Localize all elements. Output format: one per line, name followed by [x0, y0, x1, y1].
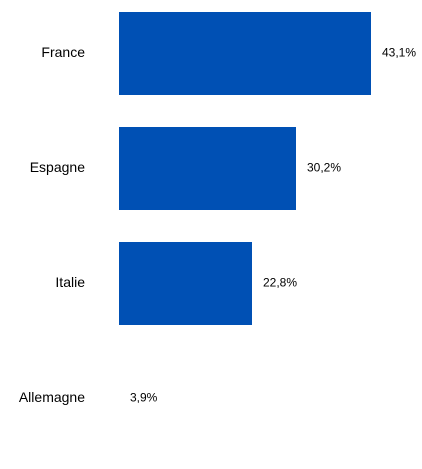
value-label-italie: 22,8% — [263, 276, 297, 290]
value-label-france: 43,1% — [382, 46, 416, 60]
category-label-espagne: Espagne — [30, 159, 85, 175]
category-label-italie: Italie — [55, 274, 85, 290]
category-labels-group: France Espagne Italie Allemagne — [19, 44, 85, 405]
bars-group — [119, 12, 371, 325]
value-label-allemagne: 3,9% — [130, 391, 158, 405]
value-labels-group: 43,1% 30,2% 22,8% 3,9% — [130, 46, 416, 405]
category-label-allemagne: Allemagne — [19, 389, 85, 405]
bar-italie — [119, 242, 252, 325]
bar-france — [119, 12, 371, 95]
value-label-espagne: 30,2% — [307, 161, 341, 175]
bar-espagne — [119, 127, 296, 210]
category-label-france: France — [41, 44, 85, 60]
